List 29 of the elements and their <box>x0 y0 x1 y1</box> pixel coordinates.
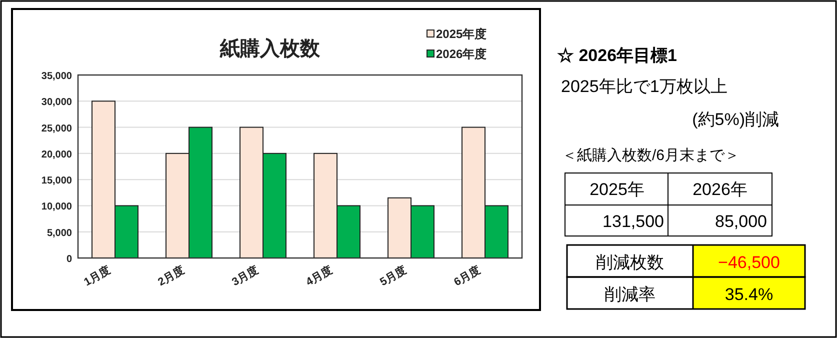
y-tick-label: 10,000 <box>41 202 72 213</box>
x-tick-label: 4月度 <box>304 263 334 289</box>
y-tick-label: 35,000 <box>41 71 72 82</box>
text: ＜紙購入枚数/6月末まで＞ <box>562 147 740 164</box>
x-tick-label: 3月度 <box>230 263 260 289</box>
y-tick-label: 30,000 <box>41 97 72 108</box>
y-tick-label: 5,000 <box>46 228 72 239</box>
x-tick-label: 1月度 <box>82 263 112 289</box>
text: 削減率 <box>604 285 656 304</box>
text: 2026年 <box>692 180 748 199</box>
x-tick-label: 5月度 <box>378 263 408 289</box>
text: (約5%)削減 <box>692 110 779 129</box>
legend-label: 2025年度 <box>436 27 487 41</box>
text: 35.4% <box>724 285 774 304</box>
text: −46,500 <box>718 253 780 272</box>
y-tick-label: 15,000 <box>41 176 72 187</box>
text: 2025年比で1万枚以上 <box>561 77 728 96</box>
legend-label: 2026年度 <box>436 47 487 61</box>
x-tick-label: 6月度 <box>452 263 482 289</box>
text: ☆ 2026年目標1 <box>557 46 677 65</box>
x-tick-label: 2月度 <box>156 263 186 289</box>
chart-title: 紙購入枚数 <box>219 37 321 60</box>
text: 削減枚数 <box>596 253 664 272</box>
y-tick-label: 20,000 <box>41 149 72 160</box>
text: 2025年 <box>590 180 644 199</box>
text: 85,000 <box>715 212 767 231</box>
y-tick-label: 25,000 <box>41 123 72 134</box>
text: 131,500 <box>602 212 664 231</box>
y-tick-label: 0 <box>66 254 72 265</box>
